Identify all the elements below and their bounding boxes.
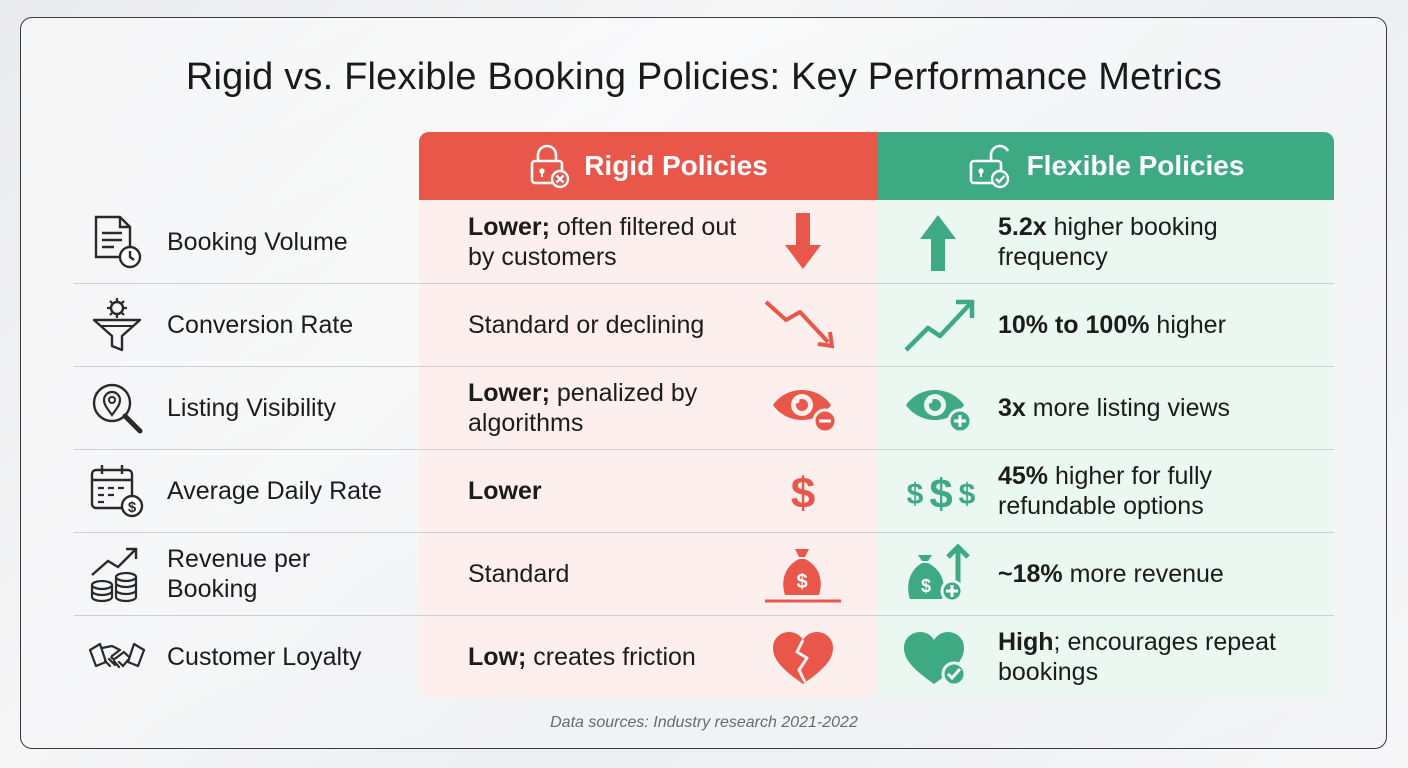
metric-label: Conversion Rate	[167, 310, 354, 339]
svg-text:$: $	[796, 571, 807, 593]
row-divider	[74, 532, 1334, 533]
flexible-value: 10% to 100% higher	[998, 310, 1226, 339]
table-row-conversion-rate: Conversion Rate Standard or declining 10…	[74, 283, 1334, 366]
row-divider	[74, 615, 1334, 616]
flexible-value: High; encourages repeat bookings	[998, 627, 1276, 686]
row-divider	[74, 283, 1334, 284]
rigid-value: Lower; often filtered out by customers	[468, 212, 737, 271]
table-row-average-daily-rate: $ Average Daily Rate Lower $ $ $ $ 45% h…	[74, 449, 1334, 532]
handshake-icon	[88, 642, 146, 668]
page-title: Rigid vs. Flexible Booking Policies: Key…	[185, 56, 1223, 98]
metric-label: Booking Volume	[167, 227, 348, 256]
rigid-policies-header: Rigid Policies	[419, 132, 877, 200]
document-clock-icon	[94, 215, 142, 268]
broken-heart-icon	[773, 631, 833, 684]
rigid-value: Standard	[468, 559, 570, 588]
metric-label: Listing Visibility	[167, 393, 337, 422]
svg-text:$: $	[791, 469, 815, 518]
lock-x-icon	[530, 144, 570, 189]
flexible-policies-header: Flexible Policies	[877, 132, 1334, 200]
money-bag-plus-icon: $	[908, 542, 970, 602]
triple-dollar-icon: $ $ $	[907, 470, 976, 517]
coins-growth-icon	[90, 547, 138, 602]
table-row-booking-volume: Booking Volume Lower; often filtered out…	[74, 200, 1334, 283]
flexible-value: 5.2x higher booking frequency	[998, 212, 1218, 271]
arrow-up-icon	[920, 214, 956, 271]
svg-text:$: $	[959, 478, 976, 511]
table-row-revenue-per-booking: Revenue per Booking Standard $ $ ~18% mo…	[74, 532, 1334, 615]
eye-minus-icon	[773, 389, 838, 433]
rigid-value: Lower	[468, 476, 542, 505]
trend-down-icon	[764, 300, 835, 348]
money-bag-icon: $	[765, 548, 841, 602]
svg-text:$: $	[921, 576, 931, 596]
metric-label: Revenue per Booking	[167, 544, 311, 603]
funnel-gear-icon	[92, 297, 142, 351]
flexible-value: 3x more listing views	[998, 393, 1231, 422]
svg-text:$: $	[907, 478, 924, 511]
dollar-sign-icon: $	[791, 469, 815, 518]
metric-label: Average Daily Rate	[167, 476, 382, 505]
search-pin-icon	[92, 383, 143, 433]
rigid-value: Standard or declining	[468, 310, 705, 339]
heart-check-icon	[904, 631, 967, 686]
rigid-value: Lower; penalized by algorithms	[468, 378, 698, 437]
flexible-value: 45% higher for fully refundable options	[998, 461, 1213, 520]
flexible-header-label: Flexible Policies	[1026, 150, 1245, 181]
calendar-dollar-icon: $	[90, 464, 144, 517]
arrow-down-icon	[785, 212, 821, 269]
rigid-value: Low; creates friction	[468, 642, 696, 671]
rigid-header-label: Rigid Policies	[584, 150, 768, 181]
svg-text:$: $	[929, 470, 952, 517]
flexible-value: ~18% more revenue	[998, 559, 1224, 588]
row-divider	[74, 366, 1334, 367]
data-source-footnote: Data sources: Industry research 2021-202…	[550, 714, 858, 731]
table-row-customer-loyalty: Customer Loyalty Low; creates friction H…	[74, 615, 1334, 698]
metric-label: Customer Loyalty	[167, 642, 362, 671]
table-row-listing-visibility: Listing Visibility Lower; penalized by a…	[74, 366, 1334, 449]
eye-plus-icon	[906, 389, 973, 433]
unlock-check-icon	[969, 144, 1009, 189]
trend-up-icon	[904, 299, 975, 352]
svg-text:$: $	[128, 499, 137, 516]
row-divider	[74, 449, 1334, 450]
